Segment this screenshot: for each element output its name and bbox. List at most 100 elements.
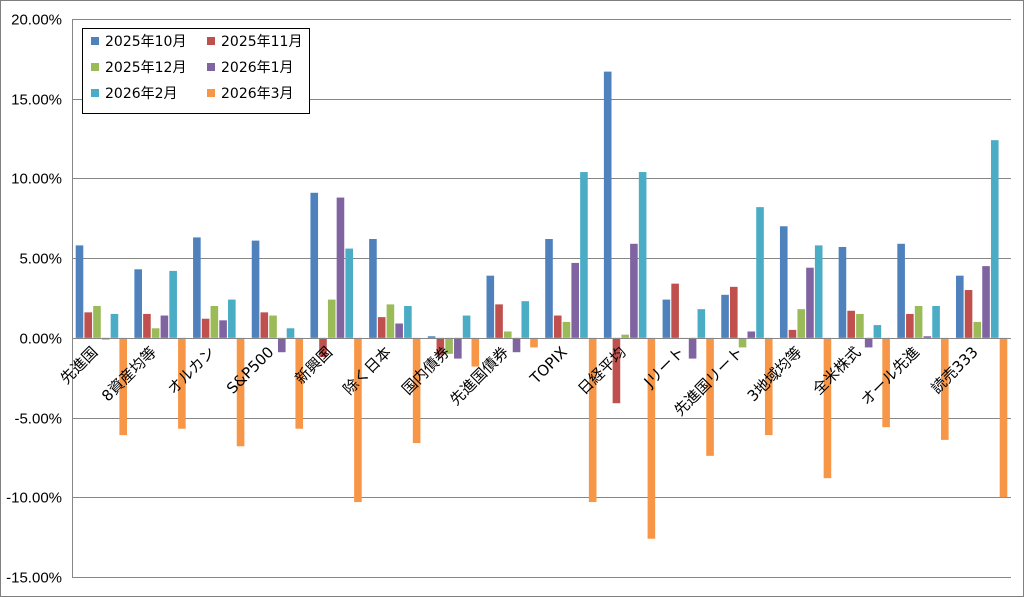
- category-label: オール先進: [857, 343, 923, 409]
- axes: [72, 19, 1011, 577]
- bar: [210, 305, 219, 338]
- bar: [730, 286, 738, 338]
- bar: [395, 323, 403, 338]
- bar: [588, 337, 597, 503]
- bar: [721, 294, 729, 338]
- bar: [75, 245, 84, 338]
- bar: [923, 336, 932, 338]
- legend-label: 2025年12月: [105, 60, 186, 76]
- legend-swatch: [91, 37, 99, 45]
- bar: [932, 305, 940, 338]
- bar: [445, 337, 453, 354]
- legend-swatch: [207, 89, 215, 97]
- bar: [612, 337, 621, 404]
- category-label: 3地域均等: [744, 343, 806, 405]
- bar: [779, 226, 788, 338]
- bar: [336, 197, 345, 338]
- bar: [160, 315, 169, 338]
- legend-swatch: [207, 37, 215, 45]
- bar: [503, 331, 512, 338]
- bar: [277, 337, 286, 353]
- bar: [193, 237, 201, 338]
- category-label: 全米株式: [809, 343, 864, 398]
- bar: [662, 299, 671, 338]
- bar: [580, 172, 588, 338]
- bar: [471, 337, 480, 367]
- bar: [906, 313, 914, 338]
- legend-swatch: [207, 63, 215, 71]
- bar: [93, 305, 101, 338]
- bar: [327, 299, 336, 338]
- bar: [873, 325, 882, 338]
- bar: [864, 337, 873, 348]
- bar: [436, 337, 445, 356]
- bar: [530, 337, 538, 348]
- bar: [823, 337, 832, 479]
- legend: 2025年10月 2025年11月 2025年12月 2026年1月 2026年2月 20…: [82, 28, 310, 114]
- legend-label: 2026年3月: [221, 86, 294, 102]
- bar: [982, 266, 990, 338]
- category-label: TOPIX: [526, 343, 571, 388]
- bar: [151, 328, 160, 338]
- y-tick-label: 0.00%: [19, 331, 62, 348]
- legend-swatch: [91, 89, 99, 97]
- bar: [571, 262, 580, 338]
- bar: [688, 337, 697, 359]
- legend-label: 2025年10月: [105, 34, 186, 50]
- bar: [236, 337, 245, 447]
- bar: [84, 312, 93, 338]
- category-label: 除く日本: [340, 343, 395, 398]
- legend-box: [82, 28, 310, 114]
- bar: [219, 320, 227, 338]
- bar: [201, 318, 210, 338]
- legend-label: 2026年2月: [105, 86, 178, 102]
- bar: [630, 243, 638, 338]
- bar: [856, 313, 864, 338]
- category-label: 8資産均等: [98, 343, 160, 405]
- bar: [788, 329, 797, 338]
- bar: [512, 337, 521, 353]
- bar: [260, 312, 269, 338]
- bar: [143, 313, 151, 338]
- bar: [119, 337, 127, 436]
- bar: [706, 337, 714, 456]
- bar: [647, 337, 656, 539]
- bar: [990, 140, 999, 338]
- y-tick-label: 10.00%: [11, 171, 62, 188]
- bar: [764, 337, 773, 436]
- bar: [486, 275, 495, 338]
- bar: [169, 270, 177, 338]
- bar: [251, 240, 260, 338]
- bar: [562, 321, 571, 338]
- bar: [882, 337, 890, 428]
- bar: [545, 239, 553, 338]
- bar: [521, 301, 530, 338]
- bar: [697, 309, 706, 338]
- bar: [897, 243, 905, 338]
- bars: [75, 71, 1008, 539]
- bar: [964, 290, 973, 338]
- category-label: Jリート: [640, 343, 688, 391]
- legend-label: 2026年1月: [221, 60, 294, 76]
- bar: [134, 269, 142, 338]
- bar: [454, 337, 462, 359]
- legend-label: 2025年11月: [221, 34, 302, 50]
- bar: [319, 337, 327, 357]
- bar: [941, 337, 949, 440]
- bar: [269, 315, 277, 338]
- bar: [738, 337, 747, 348]
- y-tick-label: 15.00%: [11, 92, 62, 109]
- category-label: 日経平均: [574, 343, 629, 398]
- bar: [377, 317, 386, 338]
- bar: [178, 337, 186, 429]
- bar: [369, 239, 377, 338]
- bar: [404, 305, 412, 338]
- bar: [295, 337, 304, 429]
- y-tick-label: -10.00%: [6, 490, 62, 507]
- category-label: 先進国: [57, 343, 102, 388]
- category-label: 読売333: [927, 343, 981, 397]
- bar: [412, 337, 421, 444]
- bar: [956, 275, 964, 338]
